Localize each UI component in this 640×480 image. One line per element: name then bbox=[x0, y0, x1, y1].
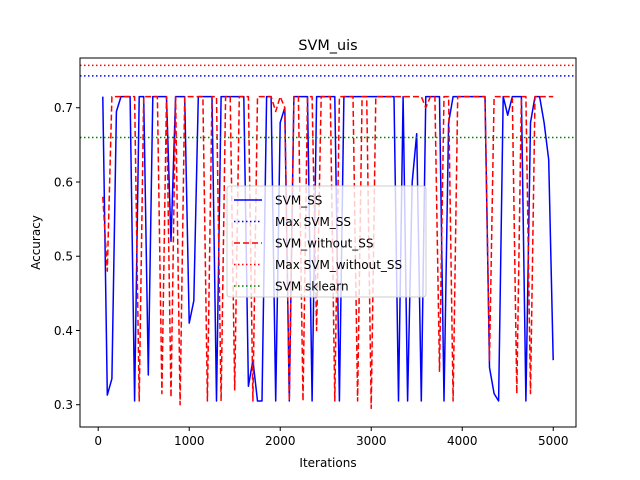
y-tick-label: 0.6 bbox=[54, 175, 73, 189]
series-layer bbox=[80, 64, 576, 410]
x-tick-label: 5000 bbox=[538, 434, 569, 448]
x-tick-label: 0 bbox=[94, 434, 102, 448]
x-axis-label: Iterations bbox=[299, 456, 356, 470]
line-series-2 bbox=[102, 95, 554, 410]
x-tick-label: 3000 bbox=[356, 434, 387, 448]
legend: SVM_SS Max SVM_SS SVM_without_SS Max SVM_wi… bbox=[226, 185, 427, 298]
x-tick-label: 4000 bbox=[447, 434, 478, 448]
y-tick-label: 0.7 bbox=[54, 101, 73, 115]
y-tick-label: 0.3 bbox=[54, 398, 73, 412]
legend-entries: SVM_SS Max SVM_SS SVM_without_SS Max SVM_wi… bbox=[234, 194, 402, 294]
legend-label-2: SVM_without_SS bbox=[275, 237, 374, 251]
x-tick-label: 1000 bbox=[174, 434, 205, 448]
x-tick-label: 2000 bbox=[265, 434, 296, 448]
legend-label-1: Max SVM_SS bbox=[275, 215, 351, 229]
legend-box bbox=[226, 185, 427, 298]
y-axis: 0.3 0.4 0.5 0.6 0.7 bbox=[54, 101, 80, 412]
y-axis-label: Accuracy bbox=[29, 215, 43, 270]
chart-title: SVM_uis bbox=[298, 38, 357, 54]
x-axis: 0 1000 2000 3000 4000 5000 bbox=[94, 427, 569, 448]
legend-label-3: Max SVM_without_SS bbox=[275, 258, 402, 272]
y-tick-label: 0.4 bbox=[54, 324, 73, 338]
axes-frame bbox=[79, 57, 577, 428]
y-tick-label: 0.5 bbox=[54, 250, 73, 264]
plot-area bbox=[79, 57, 577, 428]
legend-label-4: SVM sklearn bbox=[275, 280, 349, 294]
legend-label-0: SVM_SS bbox=[275, 194, 322, 208]
